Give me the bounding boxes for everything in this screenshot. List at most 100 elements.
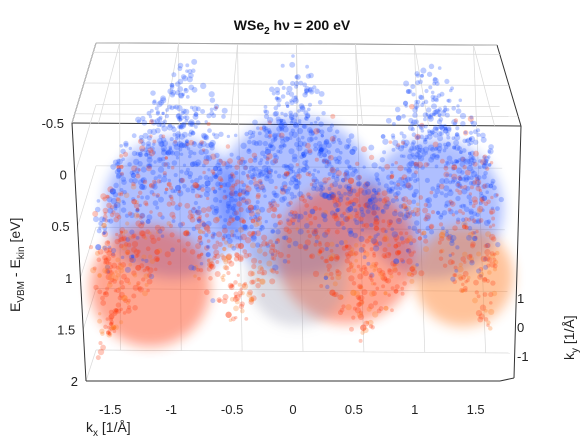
intensity-point [470,161,475,166]
intensity-point [167,88,174,95]
intensity-point [309,136,315,142]
intensity-point [95,244,102,251]
intensity-point [461,275,466,280]
intensity-point [335,270,342,277]
intensity-point [272,158,279,164]
intensity-point [187,209,193,215]
intensity-point [339,213,345,218]
intensity-point [278,122,284,129]
intensity-point [374,191,379,196]
intensity-point [324,164,329,169]
intensity-point [436,93,442,98]
intensity-point [461,220,468,228]
intensity-point [108,270,114,276]
intensity-point [189,216,196,223]
x-tick-label: 0 [289,402,296,417]
intensity-point [411,145,418,151]
intensity-point [411,92,416,97]
intensity-point [492,267,498,272]
intensity-point [135,208,140,213]
intensity-point [273,137,278,142]
intensity-point [291,210,298,217]
intensity-point [96,257,102,263]
intensity-point [146,163,152,169]
intensity-point [316,170,321,174]
intensity-point [433,124,439,131]
intensity-point [393,288,399,294]
intensity-point [104,240,111,246]
intensity-point [415,229,420,235]
intensity-point [368,235,372,239]
intensity-point [357,313,365,321]
intensity-point [406,258,413,265]
intensity-point [298,119,302,123]
intensity-point [454,159,459,164]
intensity-point [318,250,323,254]
intensity-point [416,153,423,160]
intensity-point [448,209,454,215]
intensity-point [157,174,162,179]
intensity-point [160,145,167,152]
intensity-point [277,213,283,219]
intensity-point [147,272,152,278]
intensity-point [178,115,184,121]
intensity-point [443,185,450,192]
intensity-point [233,182,238,187]
intensity-point [463,222,467,227]
intensity-point [454,144,461,151]
intensity-point [144,266,150,272]
intensity-point [443,105,447,110]
intensity-point [274,240,279,245]
intensity-point [330,168,337,175]
intensity-point [388,188,394,194]
intensity-point [181,131,188,138]
intensity-point [376,188,381,193]
intensity-point [203,175,209,181]
intensity-point [476,175,482,181]
intensity-point [203,148,209,155]
intensity-point [220,275,225,280]
intensity-point [471,218,477,224]
intensity-point [328,154,334,161]
intensity-point [102,196,108,202]
intensity-point [427,130,434,137]
intensity-point [158,157,162,162]
intensity-point [181,92,186,97]
intensity-point [233,291,239,297]
intensity-point [294,171,300,178]
intensity-point [404,212,411,219]
intensity-point [161,111,165,116]
intensity-point [399,180,406,187]
intensity-point [488,144,494,150]
intensity-point [453,139,460,146]
intensity-point [380,227,387,233]
intensity-point [218,187,222,191]
intensity-point [337,310,344,316]
intensity-point [140,115,146,122]
intensity-point [447,189,454,197]
intensity-point [146,288,150,293]
intensity-point [413,170,419,175]
intensity-point [336,190,342,196]
intensity-point [190,207,197,214]
intensity-point [190,179,194,184]
intensity-point [333,156,338,162]
intensity-point [349,188,354,193]
intensity-point [101,230,109,238]
intensity-point [403,206,409,212]
intensity-point [119,171,124,176]
intensity-point [259,206,266,213]
intensity-point [392,210,398,217]
intensity-point [283,226,290,233]
intensity-point [155,110,161,115]
intensity-point [289,61,296,68]
intensity-point [295,227,300,231]
intensity-point [413,162,417,166]
intensity-point [189,249,196,255]
intensity-point [317,149,324,156]
intensity-point [384,251,392,259]
intensity-point [110,324,117,330]
intensity-point [161,161,167,167]
intensity-point [207,168,211,172]
intensity-point [211,231,216,236]
